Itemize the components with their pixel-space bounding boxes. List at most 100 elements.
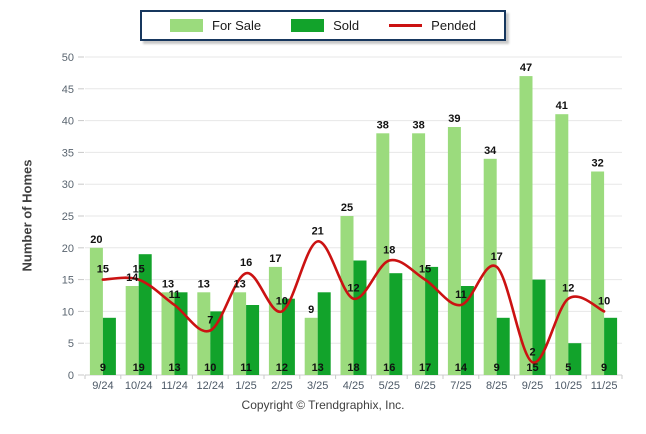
for-sale-bar [125, 286, 139, 375]
for-sale-value-label: 13 [162, 278, 174, 290]
for-sale-bar [591, 171, 605, 375]
y-tick-label: 45 [62, 84, 74, 96]
x-tick-label: 7/25 [450, 380, 471, 392]
sold-bar [102, 317, 116, 375]
sold-value-label: 14 [455, 362, 468, 374]
sold-bar [353, 260, 367, 375]
for-sale-swatch [170, 19, 203, 32]
for-sale-value-label: 47 [520, 62, 532, 74]
sold-bar [389, 273, 403, 375]
pended-value-label: 17 [491, 251, 503, 263]
sold-bar [460, 286, 474, 375]
for-sale-value-label: 34 [484, 145, 497, 157]
sold-value-label: 16 [383, 362, 395, 374]
sold-value-label: 12 [276, 362, 288, 374]
for-sale-value-label: 38 [412, 119, 424, 131]
pended-value-label: 11 [455, 289, 467, 301]
sold-bar [604, 317, 618, 375]
sold-value-label: 10 [204, 362, 216, 374]
legend: For Sale Sold Pended [140, 10, 506, 41]
x-tick-label: 11/25 [591, 380, 618, 392]
sold-swatch [291, 19, 325, 32]
sold-value-label: 9 [494, 362, 500, 374]
for-sale-bar [268, 266, 282, 375]
for-sale-bar [412, 133, 426, 375]
for-sale-value-label: 20 [90, 234, 102, 246]
x-tick-label: 6/25 [414, 380, 435, 392]
x-tick-label: 8/25 [486, 380, 507, 392]
pended-value-label: 21 [312, 225, 324, 237]
sold-value-label: 19 [133, 362, 145, 374]
for-sale-bar [233, 292, 247, 375]
legend-label-pended: Pended [431, 18, 476, 33]
for-sale-bar [376, 133, 390, 375]
for-sale-bar [89, 247, 103, 375]
x-tick-label: 4/25 [343, 380, 364, 392]
y-tick-label: 5 [68, 338, 74, 350]
sold-bar [317, 292, 331, 375]
y-tick-label: 50 [62, 52, 74, 64]
pended-value-label: 18 [383, 245, 395, 257]
for-sale-value-label: 39 [448, 113, 460, 125]
pended-value-label: 2 [529, 346, 535, 358]
sold-bar [246, 305, 260, 375]
x-tick-label: 9/24 [92, 380, 113, 392]
for-sale-value-label: 38 [377, 119, 389, 131]
pended-value-label: 15 [97, 264, 109, 276]
y-axis-title: Number of Homes [19, 159, 35, 272]
pended-value-label: 12 [562, 283, 574, 295]
pended-value-label: 12 [347, 283, 359, 295]
for-sale-value-label: 41 [556, 100, 568, 112]
x-tick-label: 9/25 [522, 380, 543, 392]
x-tick-label: 1/25 [235, 380, 256, 392]
y-tick-label: 0 [68, 370, 74, 382]
pended-value-label: 15 [419, 264, 431, 276]
for-sale-bar [555, 114, 569, 375]
legend-item-for-sale: For Sale [170, 18, 261, 33]
for-sale-value-label: 13 [198, 278, 210, 290]
legend-label-sold: Sold [333, 18, 360, 33]
legend-item-pended: Pended [389, 18, 476, 33]
for-sale-value-label: 32 [591, 158, 603, 170]
for-sale-value-label: 17 [269, 253, 281, 265]
y-tick-label: 35 [62, 147, 74, 159]
y-tick-label: 30 [62, 179, 74, 191]
pended-value-label: 10 [598, 295, 610, 307]
sold-bar [281, 298, 295, 375]
for-sale-bar [519, 76, 533, 375]
sold-value-label: 15 [526, 362, 538, 374]
sold-value-label: 18 [347, 362, 359, 374]
for-sale-bar [197, 292, 211, 375]
pended-value-label: 11 [169, 289, 181, 301]
pended-line [101, 240, 606, 364]
x-tick-label: 3/25 [307, 380, 328, 392]
y-tick-label: 15 [62, 275, 74, 287]
legend-item-sold: Sold [291, 18, 359, 33]
for-sale-bar [340, 216, 354, 375]
pended-value-label: 10 [276, 295, 288, 307]
sold-bar [496, 317, 510, 375]
y-tick-label: 20 [62, 243, 74, 255]
pended-value-label: 16 [240, 257, 252, 269]
pended-value-label: 7 [207, 315, 213, 327]
for-sale-bar [161, 292, 175, 375]
pended-value-label: 15 [133, 264, 145, 276]
x-tick-label: 12/24 [197, 380, 225, 392]
x-tick-label: 2/25 [271, 380, 292, 392]
y-tick-label: 40 [62, 116, 74, 128]
x-tick-label: 5/25 [379, 380, 400, 392]
copyright-text: Copyright © Trendgraphix, Inc. [241, 398, 405, 412]
sold-value-label: 9 [601, 362, 607, 374]
pended-line-swatch [389, 24, 423, 27]
x-tick-label: 10/25 [555, 380, 583, 392]
for-sale-value-label: 13 [233, 278, 245, 290]
for-sale-bar [447, 127, 461, 375]
y-tick-label: 10 [62, 306, 74, 318]
legend-label-for-sale: For Sale [212, 18, 262, 33]
for-sale-bar [304, 317, 318, 375]
for-sale-value-label: 25 [341, 202, 353, 214]
sold-value-label: 17 [419, 362, 431, 374]
for-sale-value-label: 14 [126, 272, 139, 284]
